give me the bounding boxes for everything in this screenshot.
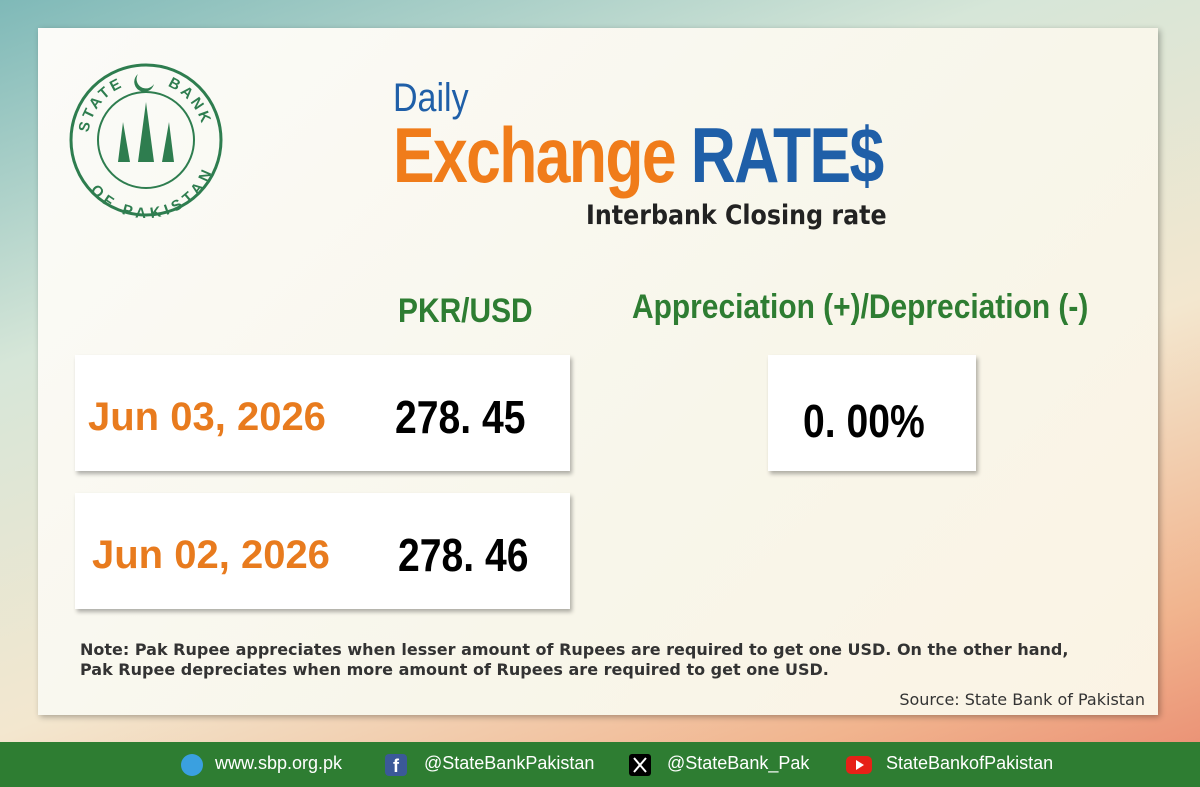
logo-bottom: OF PAKISTAN	[87, 165, 214, 218]
svg-text:f: f	[393, 756, 400, 776]
logo: STATE BANK OF PAKISTAN	[69, 63, 223, 218]
title-main: Exchange	[393, 111, 677, 199]
date: Jun 02, 2026	[92, 533, 330, 577]
title: Exchange RATE$	[393, 116, 884, 194]
footer-icons: f	[181, 754, 872, 776]
date: Jun 03, 2026	[88, 395, 326, 439]
column-header: Appreciation (+)/Depreciation (-)	[632, 288, 1089, 326]
title-accent: RATE$	[690, 111, 885, 199]
x-link[interactable]: @StateBank_Pak	[667, 753, 810, 773]
youtube-link[interactable]: StateBankofPakistan	[886, 753, 1054, 773]
column-header: PKR/USD	[398, 292, 533, 330]
facebook-link[interactable]: @StateBankPakistan	[424, 753, 595, 773]
rate-row	[75, 355, 570, 471]
note: Note: Pak Rupee appreciates when lesser …	[80, 640, 1069, 679]
change-box	[768, 355, 976, 471]
website-link[interactable]: www.sbp.org.pk	[215, 753, 343, 773]
source: Source: State Bank of Pakistan	[899, 690, 1145, 709]
subtitle: Interbank Closing rate	[586, 200, 887, 231]
logo-text: OF PAKISTAN	[87, 165, 217, 218]
rate: 278. 45	[395, 391, 526, 443]
change: 0. 00%	[803, 395, 925, 447]
rate-row	[75, 493, 570, 609]
kicker: Daily	[393, 76, 469, 120]
rate: 278. 46	[398, 529, 529, 581]
